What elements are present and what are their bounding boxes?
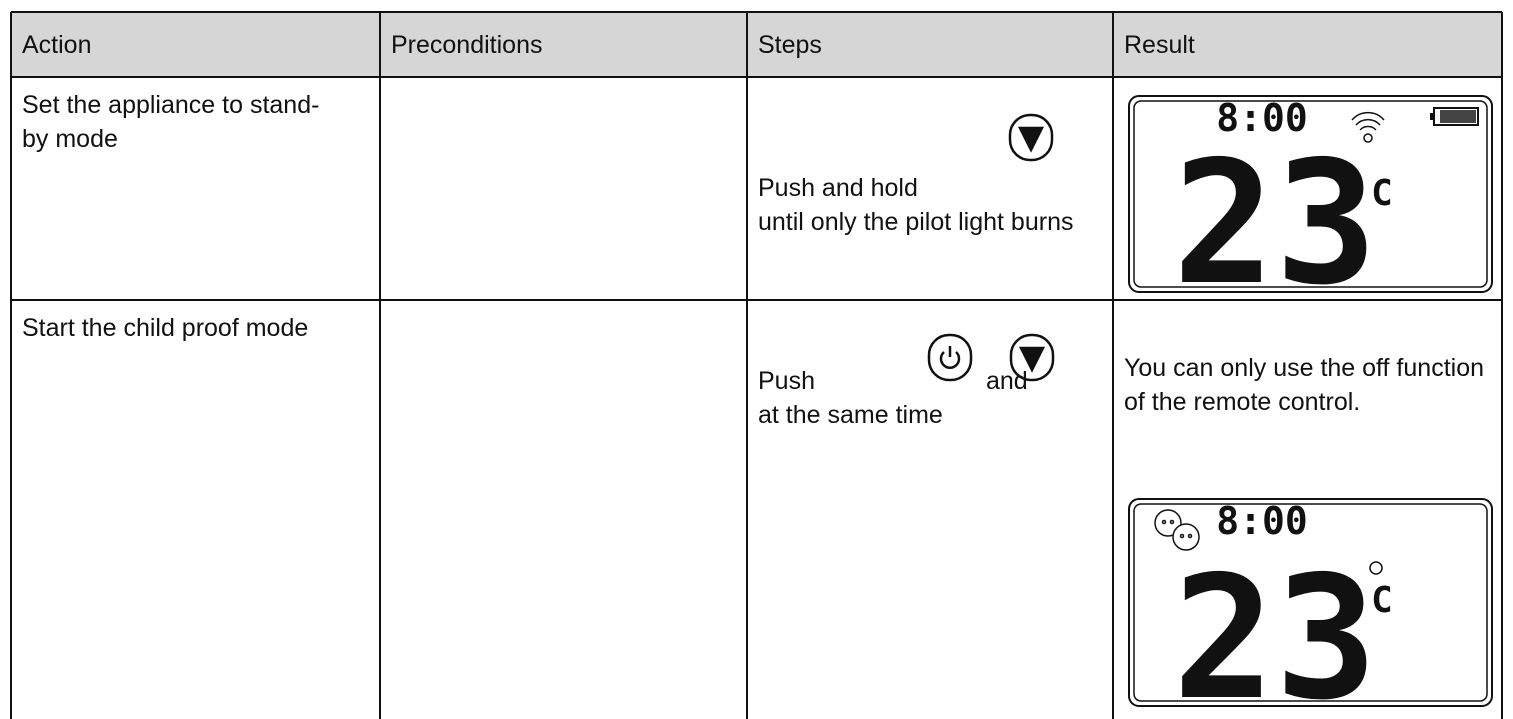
lcd-time: 8:00 (1216, 499, 1308, 543)
signal-icon (1351, 111, 1385, 143)
step-text: Push (758, 367, 815, 395)
action-text: Set the appliance to stand-by mode (22, 91, 320, 153)
step-text: until only the pilot light burns (758, 208, 1074, 236)
step-text: and (986, 367, 1028, 395)
header-bg (11, 12, 1502, 77)
grid (10, 11, 1503, 719)
battery-icon (1430, 107, 1479, 126)
lcd-display: 8:00 23 C (1128, 95, 1493, 323)
child-icon (1154, 509, 1200, 551)
header-cell: Action (22, 31, 92, 59)
pilot-icon (1369, 561, 1383, 575)
lcd-time: 8:00 (1216, 96, 1308, 140)
lcd-temperature: 23 (1173, 540, 1378, 719)
header-cell: Steps (758, 31, 822, 59)
step-text: Push and hold (758, 174, 918, 202)
down-button-icon (1008, 113, 1054, 162)
step-text: at the same time (758, 401, 943, 429)
lcd-unit: C (1371, 173, 1393, 214)
down-button-icon (1009, 333, 1055, 382)
action-text: Start the child proof mode (22, 314, 309, 342)
result-text: You can only use the off function of the… (1124, 354, 1484, 416)
power-button-icon (927, 333, 973, 382)
lcd-unit: C (1371, 580, 1393, 621)
header-cell: Result (1124, 31, 1195, 59)
header-cell: Preconditions (391, 31, 543, 59)
lcd-temperature: 23 (1173, 125, 1378, 323)
lcd-display: 8:00 23 C (1128, 498, 1493, 719)
